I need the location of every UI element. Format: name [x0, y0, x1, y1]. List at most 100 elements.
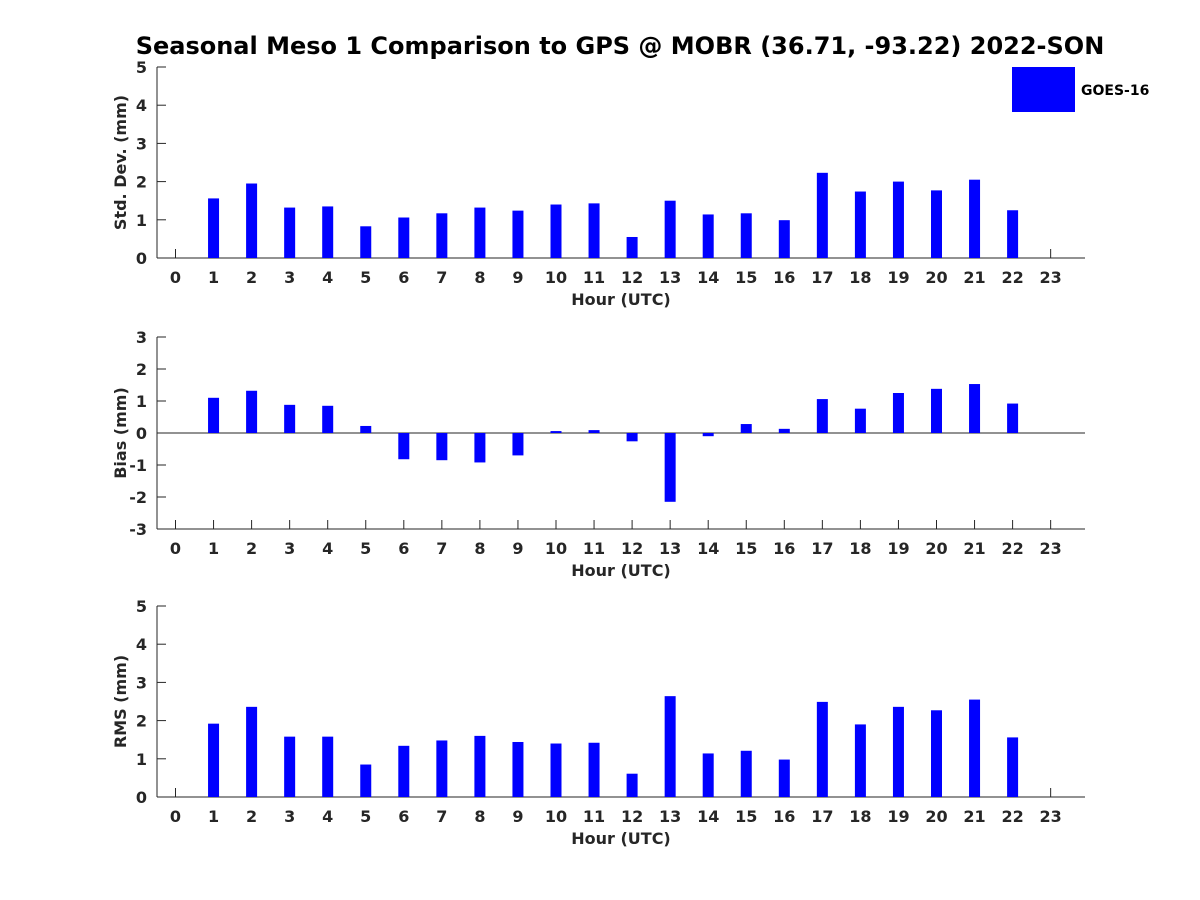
rms-bar-hour-2: [246, 706, 258, 797]
rms-xtick-label: 23: [1040, 807, 1062, 826]
std-dev-ytick-label: 5: [136, 58, 147, 77]
rms-bar-hour-6: [398, 745, 410, 797]
rms-bar-hour-10: [550, 743, 562, 797]
bias-xtick-label: 0: [170, 539, 181, 558]
rms-bar-hour-21: [969, 699, 981, 797]
std-dev-xtick-label: 12: [621, 268, 643, 287]
rms-bar-hour-7: [436, 740, 448, 797]
legend-swatch-goes-16: [1012, 67, 1075, 112]
std-dev-ytick-label: 3: [136, 134, 147, 153]
rms-xtick-label: 19: [887, 807, 909, 826]
rms-ytick-label: 4: [136, 635, 147, 654]
std-dev-xtick-label: 2: [246, 268, 257, 287]
bias-bar-hour-3: [284, 404, 296, 433]
bias-bar-hour-7: [436, 433, 448, 461]
bias-ytick-label: 1: [136, 392, 147, 411]
std-dev-bar-hour-14: [702, 214, 714, 258]
std-dev-bar-hour-5: [360, 226, 372, 258]
rms-xtick-label: 16: [773, 807, 795, 826]
bias-xtick-label: 6: [398, 539, 409, 558]
rms-xtick-label: 22: [1001, 807, 1023, 826]
bias-xtick-label: 4: [322, 539, 333, 558]
std-dev-xtick-label: 9: [512, 268, 523, 287]
std-dev-xtick-label: 0: [170, 268, 181, 287]
rms-xtick-label: 14: [697, 807, 719, 826]
bias-xtick-label: 15: [735, 539, 757, 558]
std-dev-bar-hour-6: [398, 217, 410, 258]
bias-xtick-label: 18: [849, 539, 871, 558]
rms-xtick-label: 12: [621, 807, 643, 826]
std-dev-xtick-label: 4: [322, 268, 333, 287]
std-dev-xtick-label: 23: [1040, 268, 1062, 287]
std-dev-xtick-label: 22: [1001, 268, 1023, 287]
std-dev-bar-hour-1: [208, 198, 220, 258]
bias-bar-hour-9: [512, 433, 524, 456]
std-dev-y-axis-label: Std. Dev. (mm): [111, 95, 130, 230]
rms-xtick-label: 5: [360, 807, 371, 826]
bias-ytick-label: -1: [129, 456, 147, 475]
bias-bar-hour-13: [664, 433, 676, 502]
bias-xtick-label: 13: [659, 539, 681, 558]
bias-xtick-label: 17: [811, 539, 833, 558]
rms-ytick-label: 0: [136, 788, 147, 807]
std-dev-bar-hour-3: [284, 207, 296, 258]
std-dev-bar-hour-10: [550, 204, 562, 258]
std-dev-xtick-label: 18: [849, 268, 871, 287]
bias-xtick-label: 2: [246, 539, 257, 558]
rms-xtick-label: 7: [436, 807, 447, 826]
bias-xtick-label: 16: [773, 539, 795, 558]
rms-xtick-label: 20: [925, 807, 947, 826]
bias-xtick-label: 20: [925, 539, 947, 558]
std-dev-bar-hour-9: [512, 210, 524, 258]
rms-bar-hour-22: [1007, 737, 1019, 797]
rms-xtick-label: 15: [735, 807, 757, 826]
rms-bar-hour-12: [626, 773, 638, 797]
bias-bar-hour-6: [398, 433, 410, 460]
std-dev-bar-hour-21: [969, 179, 981, 258]
bias-ytick-label: 2: [136, 360, 147, 379]
bias-bar-hour-4: [322, 405, 334, 433]
std-dev-xtick-label: 17: [811, 268, 833, 287]
rms-bar-hour-9: [512, 741, 524, 797]
std-dev-xtick-label: 19: [887, 268, 909, 287]
rms-xtick-label: 8: [474, 807, 485, 826]
rms-bar-hour-15: [740, 750, 752, 797]
bias-y-axis-label: Bias (mm): [111, 387, 130, 479]
bias-xtick-label: 1: [208, 539, 219, 558]
rms-bar-hour-8: [474, 735, 486, 797]
bias-xtick-label: 9: [512, 539, 523, 558]
rms-xtick-label: 11: [583, 807, 605, 826]
std-dev-ytick-label: 2: [136, 173, 147, 192]
std-dev-ytick-label: 1: [136, 211, 147, 230]
std-dev-bar-hour-22: [1007, 210, 1019, 258]
rms-bar-hour-1: [208, 723, 220, 797]
rms-ytick-label: 1: [136, 750, 147, 769]
bias-bar-hour-18: [854, 408, 866, 433]
std-dev-bar-hour-8: [474, 207, 486, 258]
bias-xtick-label: 8: [474, 539, 485, 558]
std-dev-ytick-label: 0: [136, 249, 147, 268]
bias-xtick-label: 7: [436, 539, 447, 558]
bias-xtick-label: 23: [1040, 539, 1062, 558]
bias-bar-hour-22: [1007, 403, 1019, 433]
std-dev-bar-hour-2: [246, 183, 258, 258]
bias-xtick-label: 12: [621, 539, 643, 558]
bias-bar-hour-15: [740, 424, 752, 433]
bias-xtick-label: 5: [360, 539, 371, 558]
std-dev-xtick-label: 10: [545, 268, 567, 287]
std-dev-xtick-label: 1: [208, 268, 219, 287]
bias-bar-hour-5: [360, 425, 372, 433]
rms-xtick-label: 0: [170, 807, 181, 826]
rms-bar-hour-5: [360, 764, 372, 797]
rms-xtick-label: 1: [208, 807, 219, 826]
rms-bar-hour-17: [816, 701, 828, 797]
bias-bar-hour-10: [550, 431, 562, 433]
bias-xtick-label: 21: [963, 539, 985, 558]
bias-bar-hour-11: [588, 430, 600, 433]
bias-xtick-label: 22: [1001, 539, 1023, 558]
std-dev-x-axis-label: Hour (UTC): [571, 290, 671, 309]
std-dev-bar-hour-11: [588, 203, 600, 258]
bias-bar-hour-16: [778, 428, 790, 433]
